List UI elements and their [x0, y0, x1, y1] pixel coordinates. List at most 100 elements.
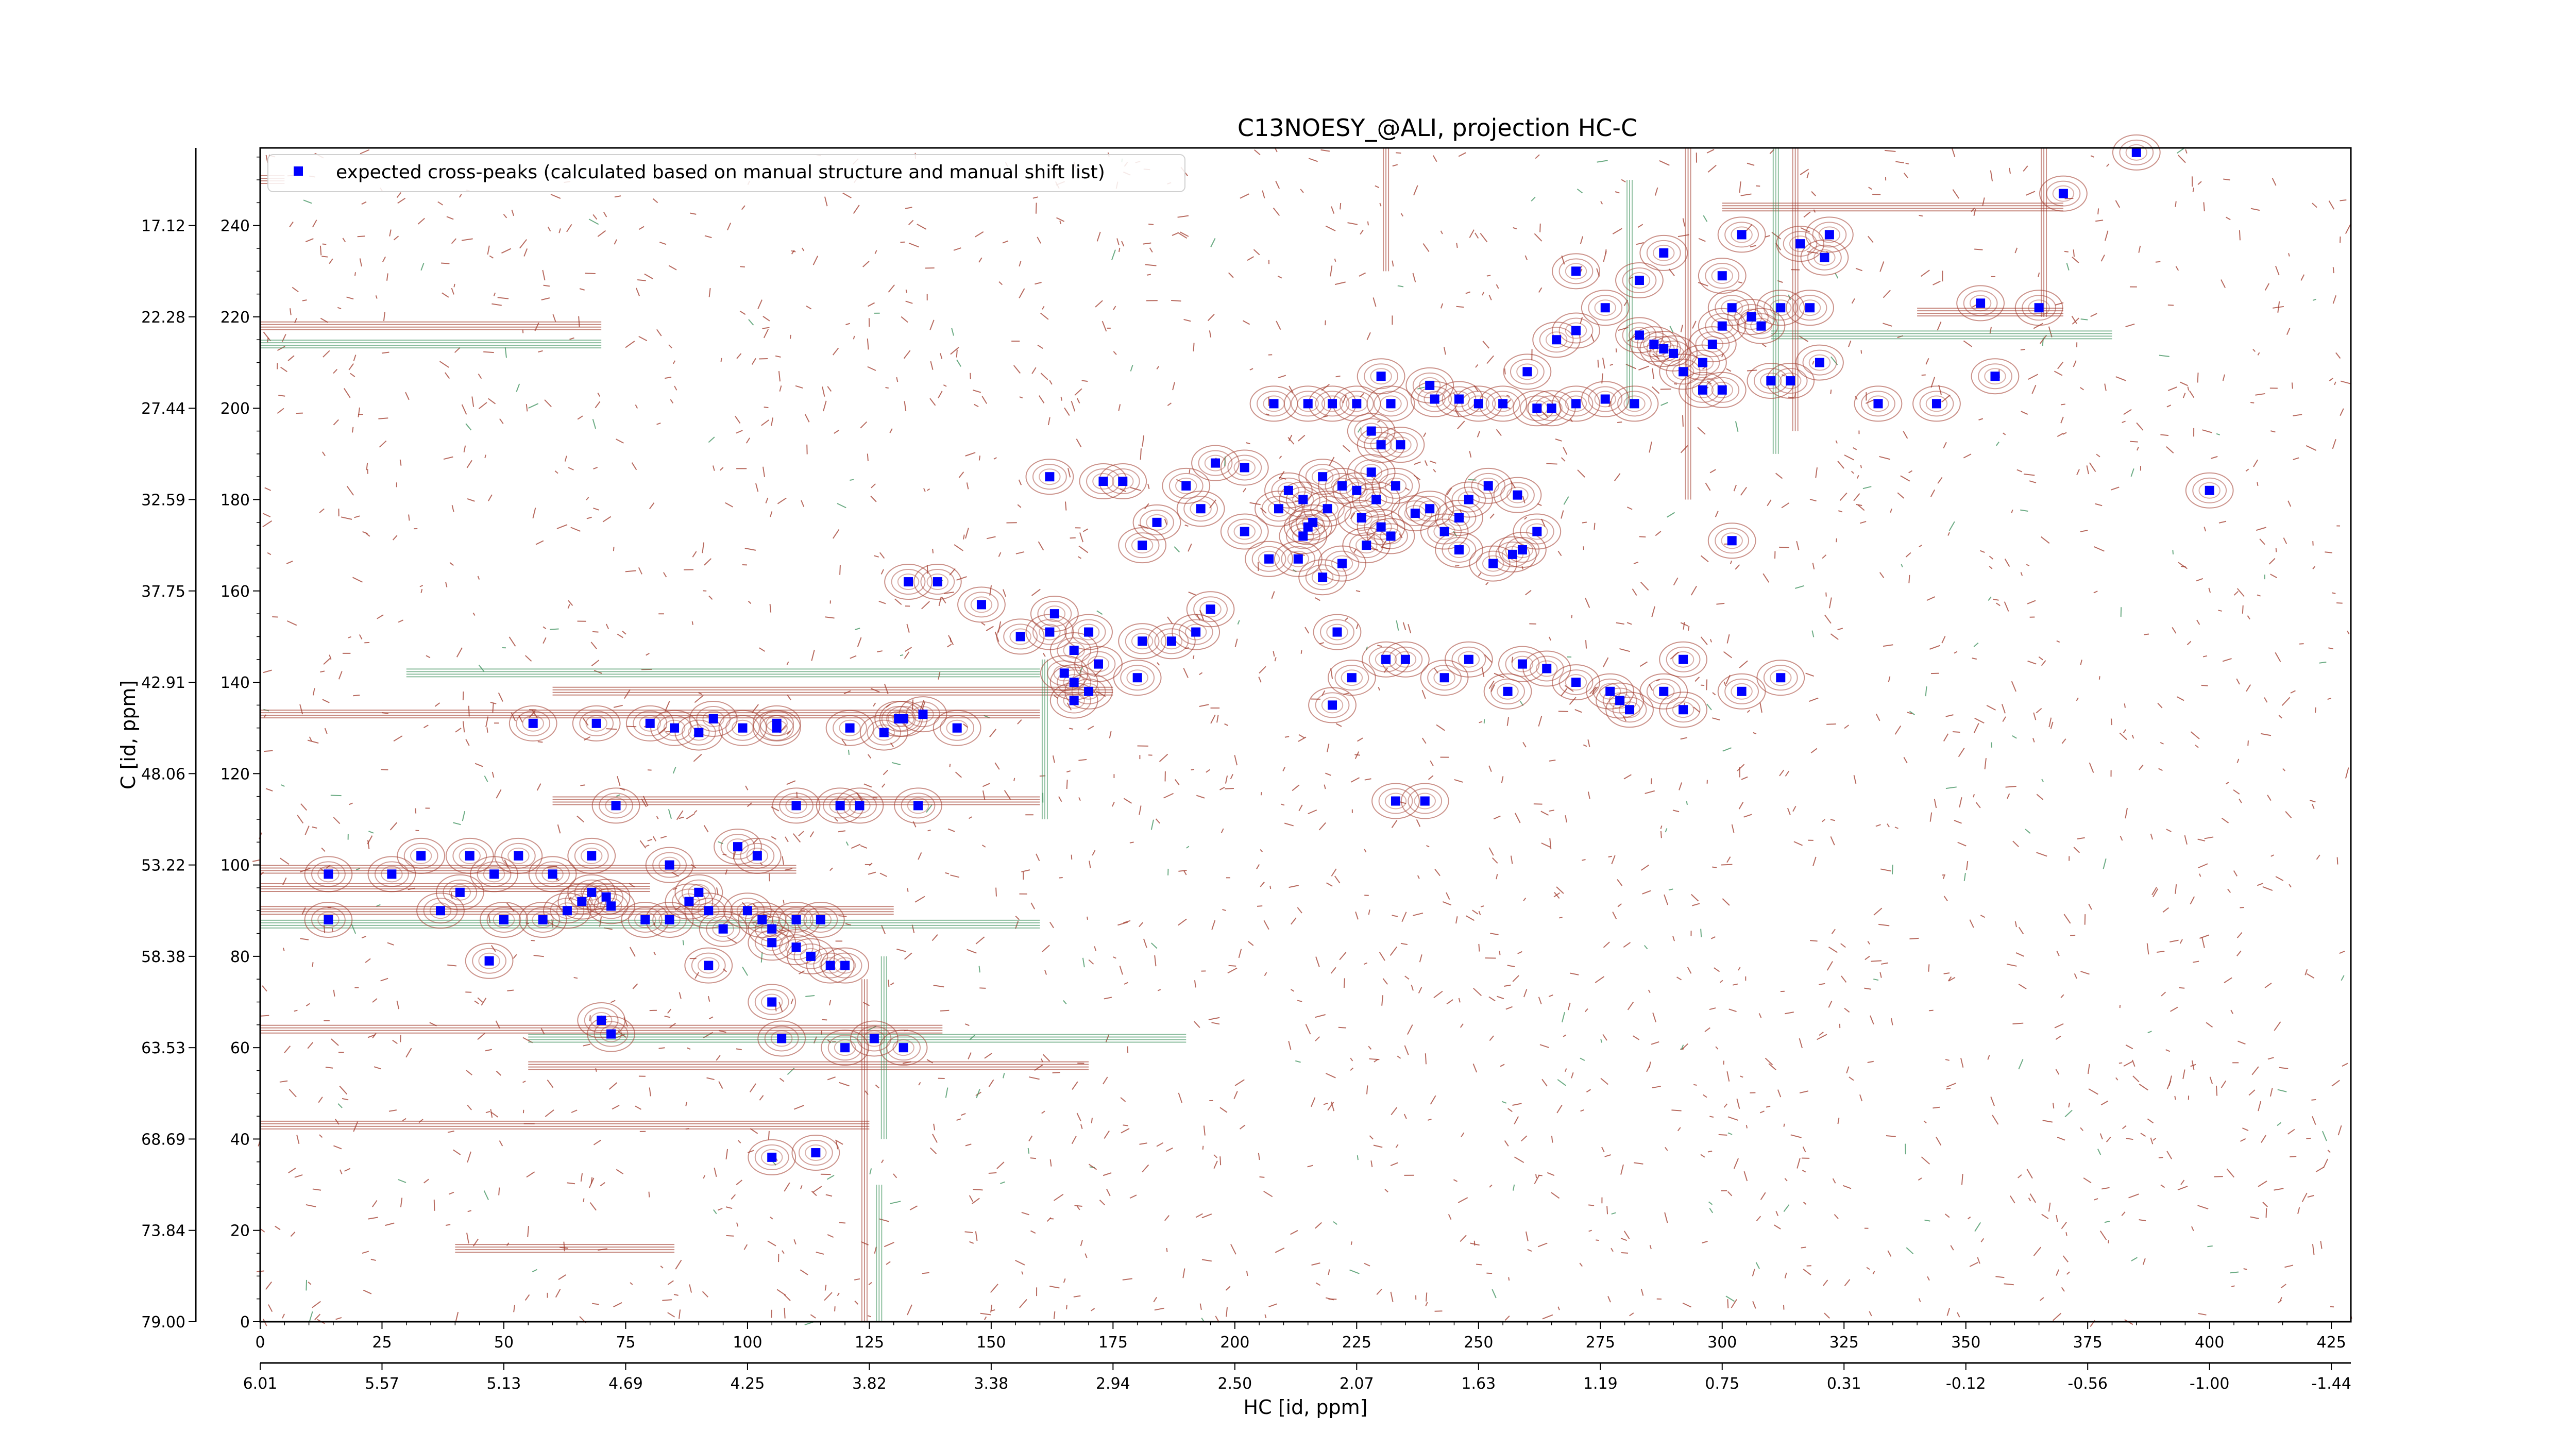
noise-contour: [933, 1123, 936, 1131]
cross-peak-marker: [772, 723, 782, 733]
noise-contour: [1730, 560, 1733, 564]
y-ppm-tick-label: 37.75: [141, 583, 185, 601]
noise-contour: [824, 1285, 827, 1291]
noise-contour: [1281, 803, 1285, 806]
cross-peak-marker: [899, 1043, 908, 1053]
peak-contour: [1267, 500, 1290, 517]
noise-contour: [1080, 1240, 1083, 1246]
noise-contour: [1507, 965, 1515, 967]
noise-contour: [595, 401, 601, 409]
cross-peak-marker: [1045, 627, 1055, 637]
noise-contour: [499, 418, 504, 424]
noise-contour: [617, 776, 621, 786]
noise-contour: [1826, 961, 1833, 971]
peak-contour: [1792, 295, 1827, 321]
peak-contour: [1807, 244, 1842, 271]
noise-contour: [1260, 791, 1262, 796]
peak-contour: [881, 705, 916, 732]
noise-contour: [1977, 1257, 1980, 1264]
noise-contour: [1000, 1181, 1005, 1184]
noise-contour: [989, 729, 997, 737]
noise-contour: [543, 626, 547, 630]
noise-contour: [503, 214, 507, 218]
noise-contour: [1056, 217, 1065, 222]
noise-contour: [1325, 320, 1326, 326]
noise-contour: [1792, 806, 1797, 812]
noise-contour: [329, 258, 333, 264]
noise-contour: [779, 1077, 785, 1082]
peak-contour: [1334, 665, 1369, 691]
peak-contour: [574, 843, 609, 869]
noise-contour: [1941, 394, 1951, 403]
noise-contour: [1493, 815, 1501, 820]
noise-contour: [981, 622, 986, 626]
cross-peak-marker: [1483, 481, 1493, 491]
noise-contour: [1504, 1140, 1509, 1147]
noise-contour: [1335, 723, 1342, 727]
noise-contour: [306, 1003, 310, 1007]
noise-contour: [493, 292, 496, 296]
noise-contour: [1907, 712, 1913, 715]
cross-peak-marker: [806, 951, 816, 961]
noise-contour: [2187, 386, 2190, 391]
peak-contour: [1711, 267, 1734, 284]
peak-contour: [1724, 222, 1759, 248]
noise-contour: [2139, 764, 2144, 770]
peak-contour: [759, 715, 794, 741]
noise-contour: [1189, 469, 1191, 474]
noise-contour: [2025, 191, 2036, 196]
noise-contour: [497, 297, 509, 299]
noise-contour: [1350, 1241, 1352, 1245]
noise-contour: [1687, 626, 1690, 631]
cross-peak-marker: [952, 723, 962, 733]
noise-contour: [635, 1105, 641, 1110]
noise-contour: [1486, 355, 1494, 364]
noise-contour: [1930, 489, 1936, 497]
peak-contour: [1497, 683, 1519, 700]
noise-contour: [1894, 726, 1902, 735]
peak-contour: [486, 906, 521, 933]
noise-contour: [1549, 838, 1552, 850]
noise-contour: [894, 598, 902, 605]
peak-contour: [1147, 623, 1196, 660]
noise-contour: [1031, 588, 1041, 596]
cross-peak-marker: [1362, 541, 1371, 550]
noise-contour: [2061, 1222, 2067, 1229]
noise-contour: [1739, 660, 1748, 668]
noise-contour: [1455, 916, 1458, 924]
noise-contour: [1030, 902, 1036, 909]
noise-contour: [838, 915, 847, 917]
peak-contour: [1274, 541, 1323, 577]
peak-contour: [1558, 317, 1594, 344]
noise-contour: [2083, 1177, 2092, 1184]
peak-contour: [1339, 391, 1374, 417]
noise-contour: [665, 701, 670, 712]
noise-contour: [1298, 804, 1303, 812]
noise-contour: [2226, 782, 2229, 785]
peak-contour: [1281, 546, 1316, 572]
noise-contour: [2089, 762, 2094, 773]
noise-contour: [2274, 1021, 2281, 1031]
noise-contour: [1812, 563, 1815, 570]
noise-contour: [1755, 1262, 1760, 1269]
noise-contour: [2259, 538, 2265, 545]
x-index-tick-label: 0: [255, 1334, 265, 1352]
noise-contour: [2120, 835, 2123, 841]
noise-contour: [343, 387, 351, 398]
noise-contour: [1851, 298, 1855, 304]
noise-contour: [2315, 707, 2316, 713]
noise-contour: [1758, 1013, 1762, 1018]
noise-contour: [1466, 915, 1475, 921]
noise-contour: [1458, 1197, 1468, 1203]
noise-contour: [1706, 679, 1708, 690]
noise-contour: [1297, 907, 1302, 914]
peak-contour: [304, 856, 353, 892]
noise-contour: [731, 1194, 736, 1200]
peak-contour: [1588, 386, 1623, 412]
peak-contour: [754, 989, 789, 1015]
noise-contour: [1454, 779, 1463, 783]
peak-contour: [1919, 391, 1954, 417]
noise-contour: [2033, 1246, 2042, 1256]
noise-contour: [1731, 824, 1735, 833]
peak-contour: [1672, 651, 1694, 668]
